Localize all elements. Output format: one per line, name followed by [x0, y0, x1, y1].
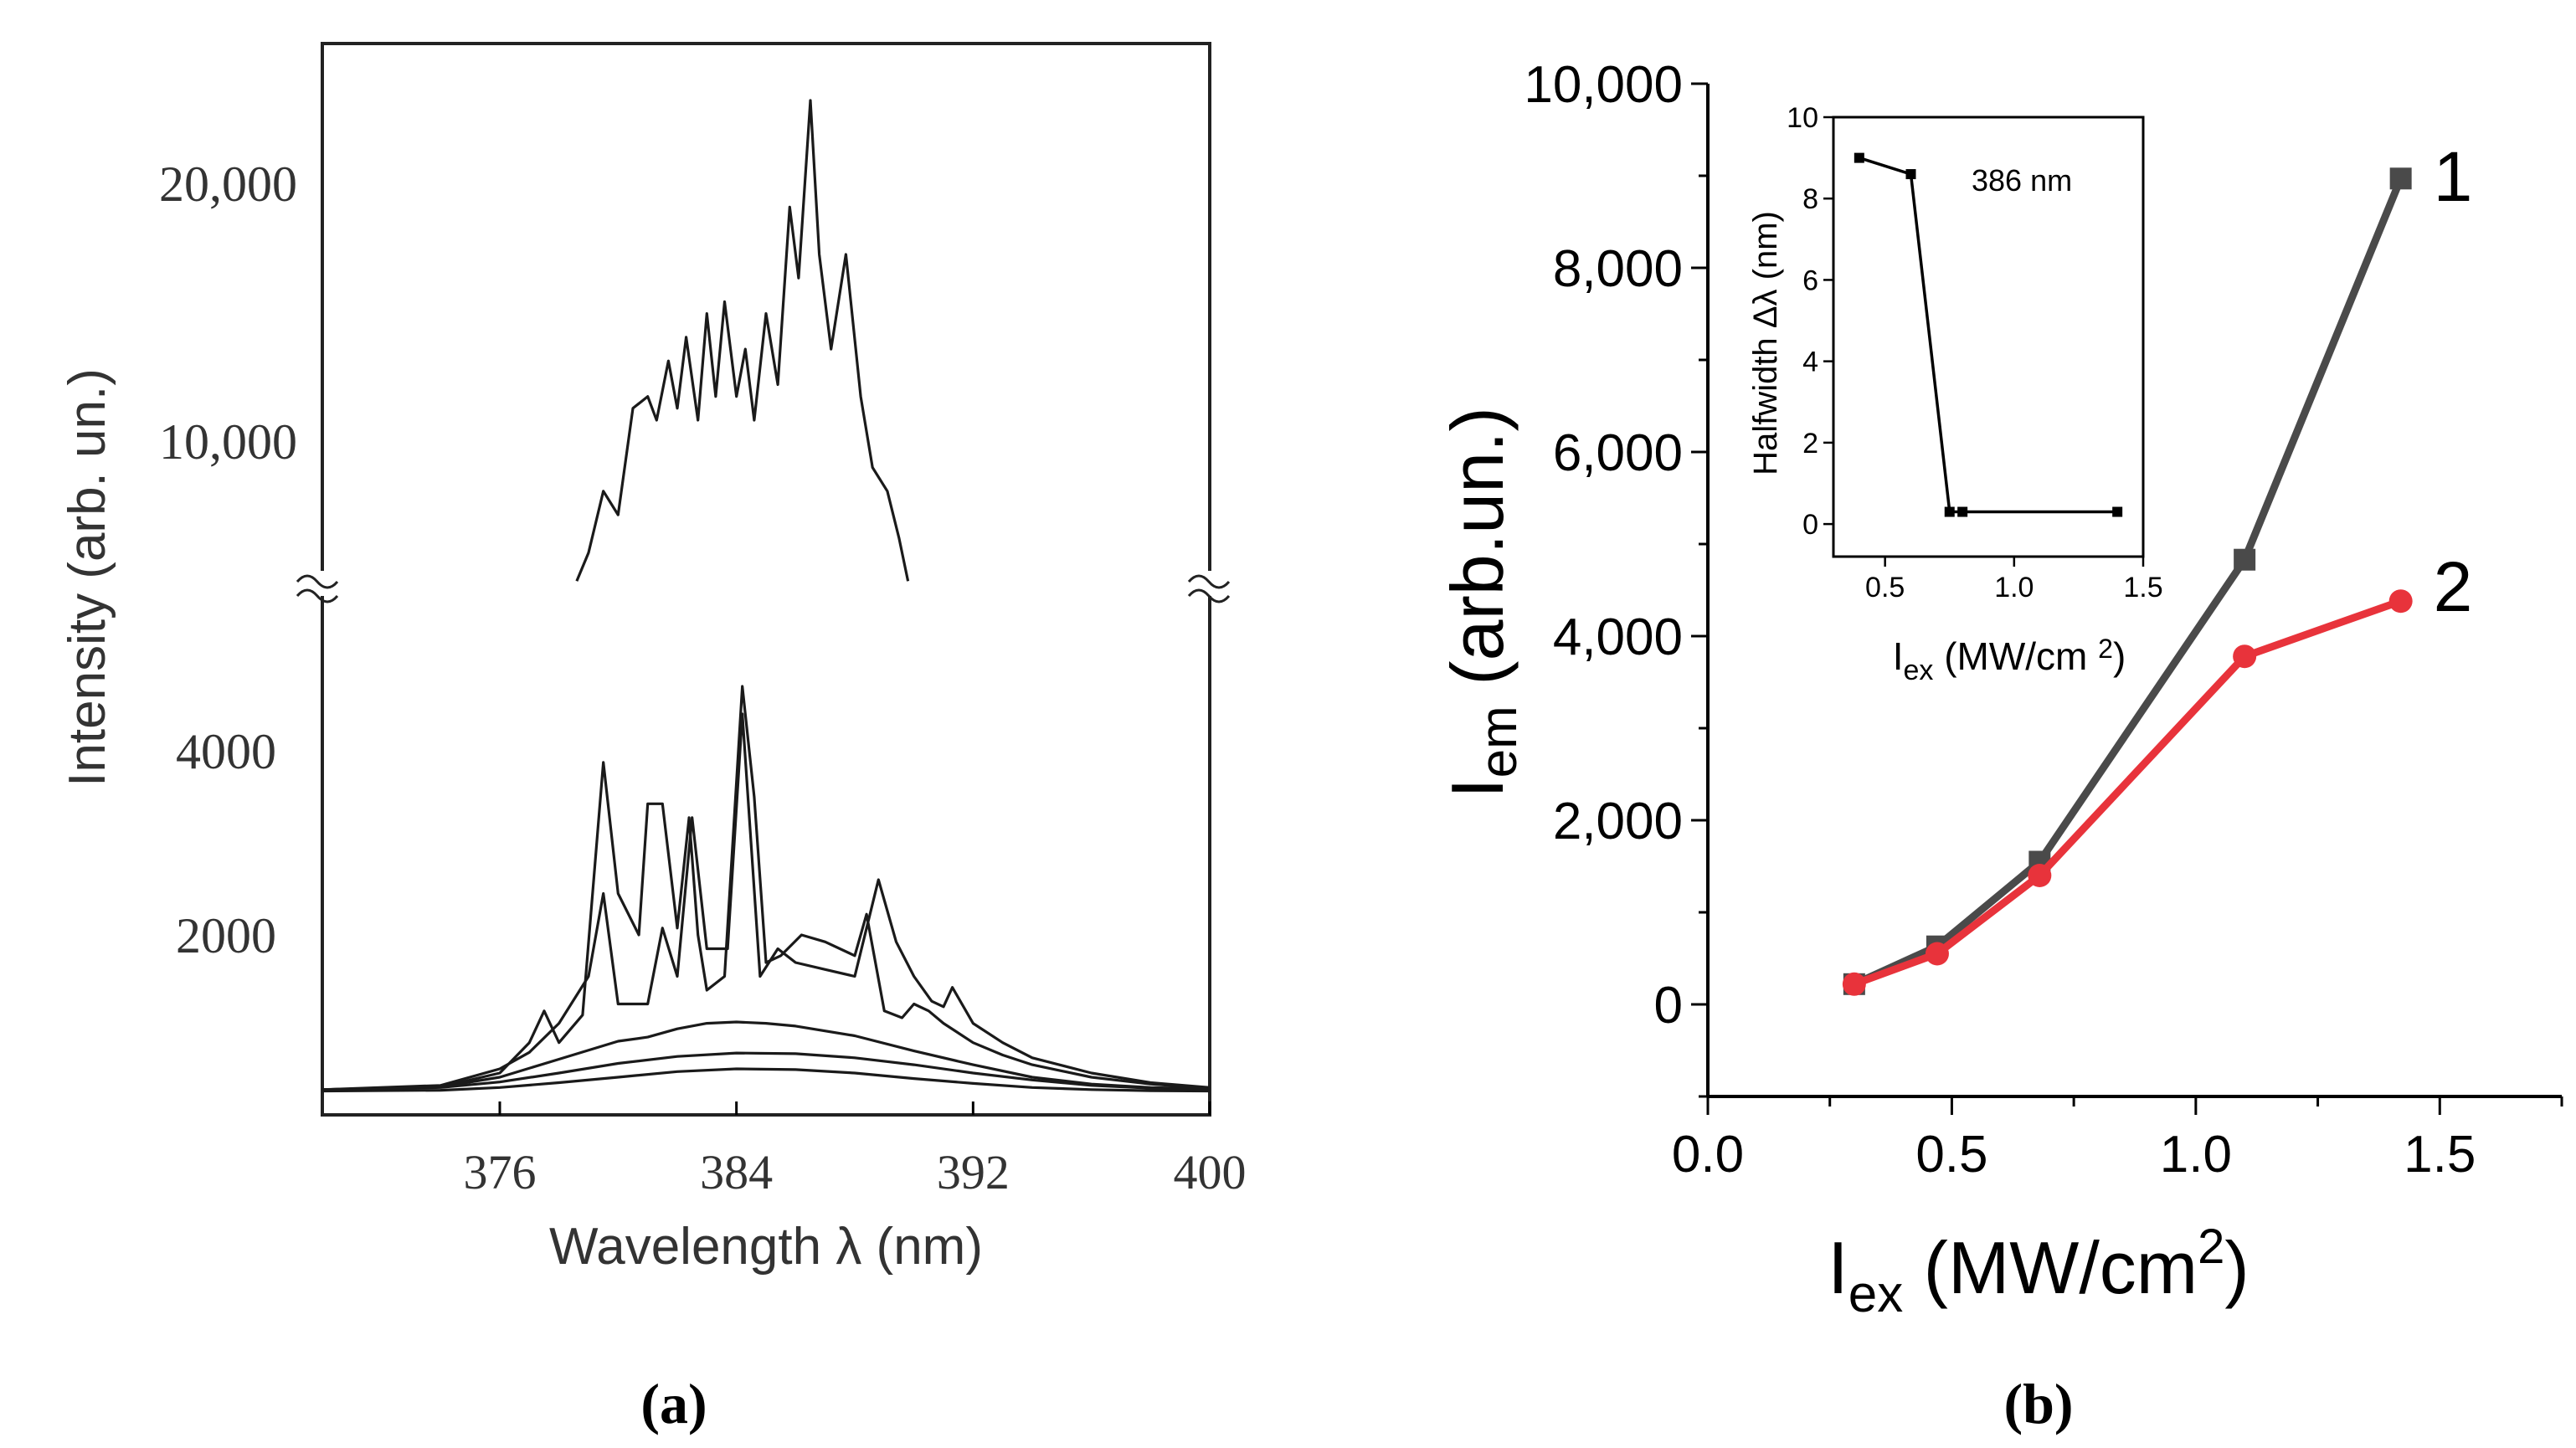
panel-b-x-label-unit: (MW/cm: [1903, 1226, 2198, 1309]
panel-a-spectrum-2: [321, 1051, 1211, 1091]
panel-b-series: [1842, 167, 2413, 996]
inset-xtick-label-1.5: 1.5: [2123, 572, 2162, 603]
panel-b-y-axis-label: Iem (arb.un.): [1436, 407, 1528, 798]
panel-b-x-label-sup: 2: [2198, 1220, 2224, 1274]
panel-a-axis-break-left: [296, 571, 343, 603]
inset-x-label-close: ): [2113, 634, 2126, 678]
panel-a-xtick-label-376: 376: [464, 1145, 537, 1199]
inset-axes: 0 2 4 6 8 10 0.5 1.0 1.5: [1787, 102, 2162, 603]
panel-a-ytick-lower-4000: 4000: [176, 724, 276, 779]
panel-a-ytick-lower-2000: 2000: [176, 908, 276, 963]
panel-a-ytick-upper-10000: 10,000: [159, 414, 297, 470]
panel-b-x-label-main: I: [1828, 1226, 1848, 1309]
panel-b-y-label-unit: (arb.un.): [1436, 407, 1519, 706]
series-2-point-2: [2028, 864, 2052, 887]
inset-halfwidth-point-0: [1854, 152, 1864, 163]
panel-a-spectrum-4: [321, 712, 1211, 1091]
series-1-label: 1: [2434, 137, 2473, 216]
panel-b-y-label-sub: em: [1470, 706, 1528, 778]
series-1-point-3: [2234, 548, 2256, 571]
panel-b-inset-chart: 0 2 4 6 8 10 0.5 1.0 1.5 386 nm Halfwidth Δλ (nm…: [1747, 102, 2163, 686]
panel-a-spectrum-1: [321, 1067, 1211, 1093]
panel-b-y-label-main: I: [1436, 778, 1519, 798]
panel-a-y-axis-label: Intensity (arb. un.): [59, 368, 116, 787]
inset-y-axis-label: Halfwidth Δλ (nm): [1747, 211, 1784, 475]
panel-b-ytick-label-10000: 10,000: [1524, 56, 1683, 114]
series-2-point-1: [1925, 942, 1949, 966]
panel-a-spectrum-upper: [575, 99, 910, 582]
panel-a-x-axis-label: Wavelength λ (nm): [549, 1218, 983, 1276]
panel-b-x-label-close: ): [2224, 1226, 2249, 1309]
panel-a-spectrum-5: [321, 685, 1211, 1091]
inset-x-label-unit: (MW/cm: [1933, 634, 2098, 678]
panel-b-x-label-sub: ex: [1848, 1266, 1903, 1323]
panel-b-axes: 0 2,000 4,000 6,000 8,000 10,000 0.0 0.5 1.0 1.5: [1524, 56, 2563, 1184]
inset-x-label-sub: ex: [1904, 655, 1934, 686]
panel-a-xtick-label-384: 384: [700, 1145, 773, 1199]
panel-b-xtick-label-0.5: 0.5: [1915, 1126, 1987, 1184]
panel-b-xtick-label-1: 1.0: [2160, 1126, 2232, 1184]
inset-halfwidth-point-3: [1957, 506, 1968, 517]
caption-b: (b): [2003, 1372, 2073, 1435]
panel-b-ytick-label-4000: 4,000: [1553, 608, 1683, 666]
series-2-point-0: [1842, 972, 1866, 996]
panel-a-spectra: [321, 99, 1211, 1093]
inset-ytick-label-8: 8: [1802, 183, 1818, 215]
series-2-point-4: [2388, 589, 2413, 614]
inset-ytick-label-6: 6: [1802, 264, 1818, 296]
inset-x-axis-label: Iex (MW/cm 2): [1893, 634, 2126, 686]
series-1-point-4: [2389, 167, 2412, 190]
inset-ytick-label-0: 0: [1802, 509, 1818, 541]
panel-a-spectrum-3: [321, 1020, 1211, 1091]
panel-b-ytick-label-2000: 2,000: [1553, 793, 1683, 850]
inset-ytick-label-4: 4: [1802, 347, 1818, 378]
panel-b-x-axis-label: Iex (MW/cm2): [1828, 1220, 2249, 1323]
panel-a-xtick-label-400: 400: [1174, 1145, 1247, 1199]
inset-ytick-label-2: 2: [1802, 428, 1818, 460]
panel-b-ytick-label-6000: 6,000: [1553, 424, 1683, 482]
panel-a-x-ticks: 376 384 392 400: [464, 1101, 1247, 1199]
panel-b-ytick-label-8000: 8,000: [1553, 240, 1683, 298]
series-2-point-3: [2233, 644, 2257, 669]
caption-a: (a): [640, 1372, 707, 1435]
inset-annotation: 386 nm: [1972, 163, 2072, 198]
panel-a-ytick-upper-20000: 20,000: [159, 157, 297, 212]
inset-series: [1854, 152, 2123, 517]
inset-frame: [1832, 116, 2145, 558]
inset-xtick-label-0.5: 0.5: [1865, 572, 1905, 603]
panel-b-xtick-label-0: 0.0: [1672, 1126, 1744, 1184]
inset-ytick-label-10: 10: [1787, 102, 1818, 134]
panel-b-xtick-label-1.5: 1.5: [2404, 1126, 2476, 1184]
inset-halfwidth-point-1: [1905, 169, 1916, 180]
inset-x-label-sup: 2: [2098, 634, 2113, 664]
series-2-label: 2: [2434, 547, 2473, 626]
panel-a-spectra-chart: 376 384 392 400 20,000 10,000 4000 2000 Int…: [59, 42, 1247, 1276]
panel-a-xtick-label-392: 392: [937, 1145, 1010, 1199]
inset-x-label-main: I: [1893, 634, 1904, 678]
inset-halfwidth-point-4: [2112, 506, 2123, 517]
inset-xtick-label-1: 1.0: [1994, 572, 2034, 603]
inset-halfwidth-point-2: [1944, 506, 1955, 517]
panel-b-ytick-label-0: 0: [1654, 977, 1683, 1035]
panel-a-axis-break-right: [1187, 571, 1231, 603]
panel-a-y-tick-labels: 20,000 10,000 4000 2000: [159, 157, 297, 963]
